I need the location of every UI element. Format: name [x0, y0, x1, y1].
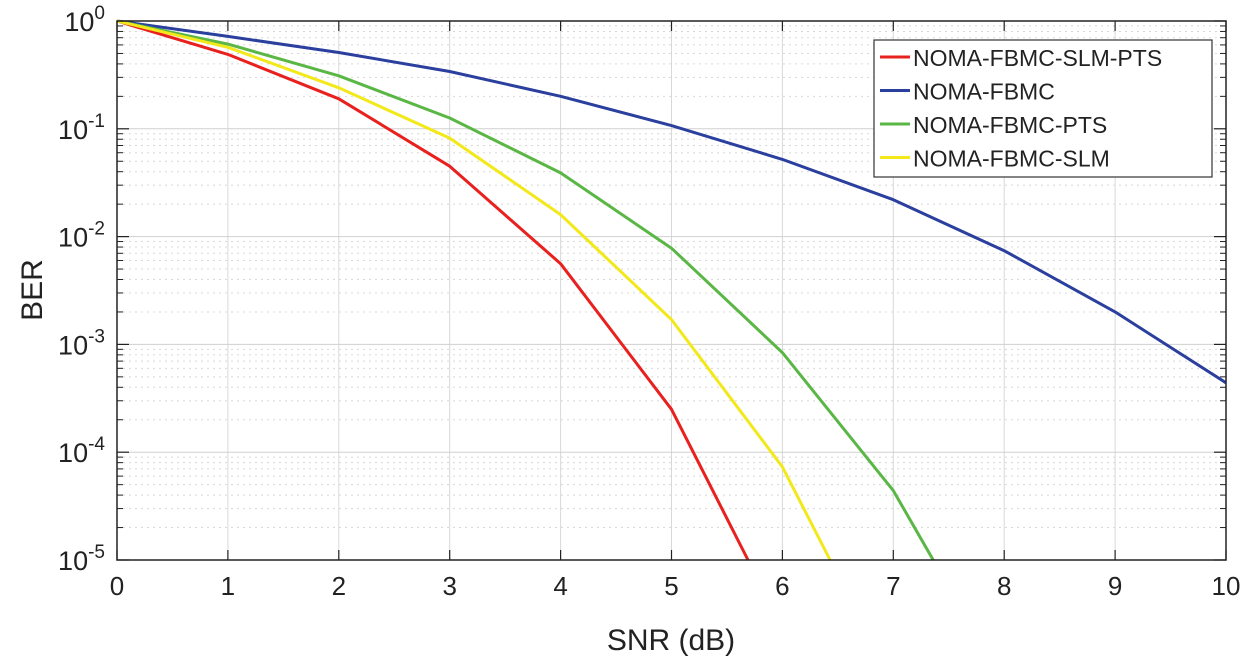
y-tick-exp: -5: [88, 542, 105, 563]
y-tick-label: 10-4: [58, 434, 105, 468]
x-tick-label: 2: [332, 571, 346, 601]
y-tick-exp: -3: [88, 326, 105, 347]
y-tick-base: 10: [58, 546, 88, 576]
x-tick-label: 6: [775, 571, 789, 601]
y-tick-base: 10: [58, 330, 88, 360]
y-tick-exp: -1: [88, 111, 105, 132]
y-tick-base: 10: [58, 115, 88, 145]
legend: NOMA-FBMC-SLM-PTS NOMA-FBMC NOMA-FBMC-PTS N…: [873, 39, 1213, 178]
x-axis: 0 1 2 3 4 5 6 7 8 9 10: [110, 21, 1241, 601]
series-line-0: [116, 19, 750, 561]
series-line-1: [116, 19, 1227, 385]
legend-entry: NOMA-FBMC-SLM-PTS: [880, 45, 1162, 71]
legend-label: NOMA-FBMC: [913, 79, 1055, 105]
legend-label: NOMA-FBMC-SLM: [913, 146, 1110, 172]
y-tick-exp: -4: [88, 434, 105, 455]
y-tick-label: 10-2: [58, 219, 105, 253]
x-tick-label: 1: [221, 571, 235, 601]
x-tick-label: 10: [1212, 571, 1241, 601]
y-tick-exp: -2: [88, 219, 105, 240]
y-tick-label: 10-1: [58, 111, 105, 145]
x-axis-label: SNR (dB): [607, 624, 735, 657]
y-tick-label: 10-5: [58, 542, 105, 576]
legend-box: [873, 39, 1213, 178]
x-tick-label: 4: [553, 571, 567, 601]
y-tick-exp: 0: [94, 3, 105, 24]
x-tick-label: 7: [886, 571, 900, 601]
x-tick-label: 5: [664, 571, 678, 601]
x-tick-label: 8: [997, 571, 1011, 601]
legend-entry: NOMA-FBMC-SLM: [880, 146, 1110, 172]
y-tick-base: 10: [58, 438, 88, 468]
series-line-2: [116, 19, 935, 561]
x-tick-label: 0: [110, 571, 124, 601]
series-lines: [116, 19, 1227, 561]
y-tick-base: 10: [64, 7, 94, 37]
y-tick-label: 10-3: [58, 326, 105, 360]
legend-entry: NOMA-FBMC: [880, 79, 1055, 105]
x-tick-label: 3: [442, 571, 456, 601]
legend-label: NOMA-FBMC-SLM-PTS: [913, 45, 1162, 71]
legend-label: NOMA-FBMC-PTS: [913, 112, 1107, 138]
y-tick-base: 10: [58, 223, 88, 253]
y-axis-label: BER: [16, 259, 49, 321]
y-tick-label: 100: [64, 3, 105, 37]
legend-entry: NOMA-FBMC-PTS: [880, 112, 1107, 138]
x-tick-label: 9: [1108, 571, 1122, 601]
series-line-3: [116, 19, 832, 561]
